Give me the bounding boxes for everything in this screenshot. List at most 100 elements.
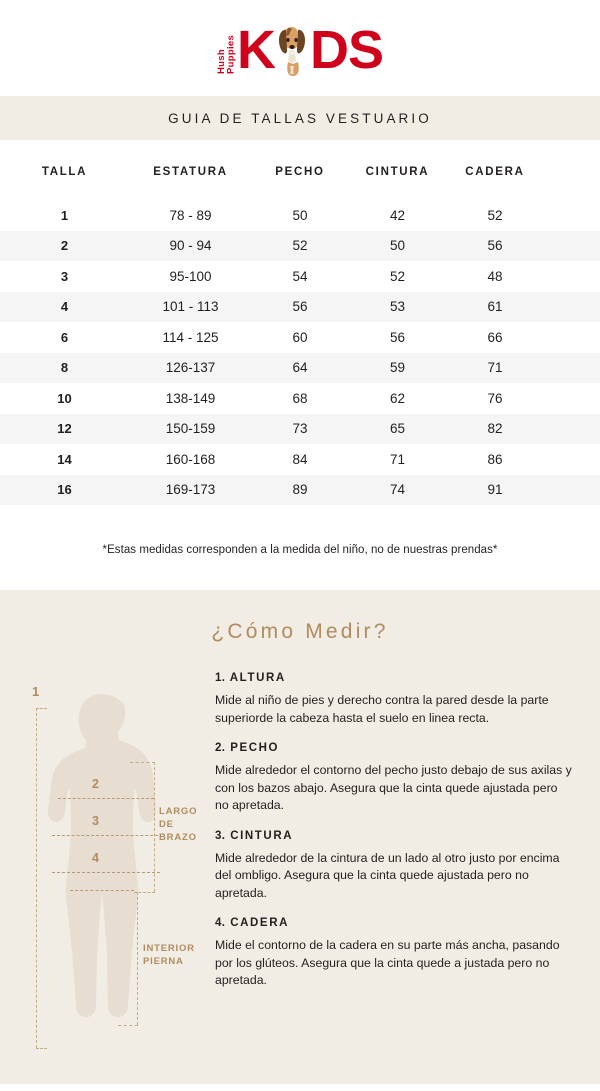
crotch-measure-line: [70, 890, 134, 891]
instruction-text: Mide alrededor de la cintura de un lado …: [215, 850, 560, 900]
measurement-footnote: *Estas medidas corresponden a la medida …: [102, 544, 498, 556]
cell-estatura: 78 - 89: [169, 207, 212, 223]
diagram-height-marker: 1: [32, 684, 40, 699]
measurement-instructions: 1. ALTURA Mide al niño de pies y derecho …: [215, 670, 600, 1070]
table-row: 16 169-173 89 74 91: [0, 474, 600, 505]
cell-spacer: [543, 230, 600, 261]
cell-pecho: 56: [252, 291, 348, 322]
cell-cintura: 71: [389, 451, 406, 467]
cell-estatura: 160-168: [165, 451, 216, 467]
cell-estatura: 90 - 94: [129, 230, 252, 261]
instruction-item: 2. PECHO Mide alrededor el contorno del p…: [215, 742, 574, 815]
cell-cintura: 65: [348, 413, 447, 444]
instruction-heading: 3. CINTURA: [215, 830, 574, 842]
instruction-ordinal: 2.: [215, 742, 226, 754]
waist-measure-line: [52, 835, 158, 836]
cell-spacer: [543, 413, 600, 444]
table-row: 2 90 - 94 52 50 56: [0, 230, 600, 261]
instruction-heading: 1. ALTURA: [215, 672, 574, 684]
cell-spacer: [543, 474, 600, 505]
inseam-guide-line: [137, 892, 138, 1025]
cell-talla: 14: [57, 451, 72, 467]
cell-estatura: 95-100: [169, 268, 212, 284]
cell-cintura: 52: [389, 268, 406, 284]
column-header-estatura: ESTATURA: [153, 166, 228, 178]
chest-measure-line: [58, 798, 154, 799]
cell-talla: 12: [0, 413, 129, 444]
child-silhouette-icon: [46, 692, 158, 1050]
cell-pecho: 68: [292, 390, 308, 406]
logo-letter-k: K: [236, 20, 276, 81]
cell-cintura: 42: [389, 207, 406, 223]
instruction-label: PECHO: [230, 742, 280, 754]
cell-estatura: 101 - 113: [129, 291, 252, 322]
instruction-text: Mide al niño de pies y derecho contra la…: [215, 693, 549, 725]
cell-cintura: 53: [348, 291, 447, 322]
cell-estatura: 169-173: [129, 474, 252, 505]
cell-spacer: [543, 383, 600, 414]
instruction-item: 4. CADERA Mide el contorno de la cadera e…: [215, 917, 574, 990]
logo-band: Hush Puppies K D S: [0, 0, 600, 96]
inseam-label-line2: PIERNA: [143, 956, 184, 967]
page-title-band: GUIA DE TALLAS VESTUARIO: [0, 96, 600, 140]
cell-cadera: 48: [487, 268, 503, 284]
cell-talla: 10: [57, 390, 72, 406]
instruction-text: Mide alrededor el contorno del pecho jus…: [215, 763, 572, 812]
cell-talla: 16: [0, 474, 129, 505]
diagram-hip-marker: 4: [92, 851, 99, 865]
inseam-label: INTERIOR PIERNA: [143, 942, 195, 968]
cell-estatura: 138-149: [165, 390, 216, 406]
cell-cadera: 61: [447, 291, 543, 322]
basset-hound-icon: [272, 22, 312, 76]
cell-talla: 6: [60, 329, 69, 345]
size-table-body: 1 78 - 89 50 42 52 2 90 - 94 52 50 56 3 95-100 54 52 4…: [0, 200, 600, 505]
arm-length-label-line2: DE: [159, 819, 174, 830]
arm-length-guide-line: [154, 762, 155, 892]
cell-estatura: 150-159: [129, 413, 252, 444]
cell-spacer: [543, 352, 600, 383]
cell-talla: 2: [0, 230, 129, 261]
cell-pecho: 50: [292, 207, 308, 223]
cell-talla: 4: [0, 291, 129, 322]
table-header-row: TALLA ESTATURA PECHO CINTURA CADERA: [0, 158, 600, 200]
instruction-label: CINTURA: [230, 829, 294, 842]
cell-cintura: 62: [389, 390, 406, 406]
cell-pecho: 52: [252, 230, 348, 261]
hush-puppies-kids-logo: Hush Puppies K D S: [215, 20, 384, 81]
hush-puppies-wordmark: Hush Puppies: [215, 34, 237, 74]
cell-pecho: 84: [292, 451, 308, 467]
instruction-ordinal: 3.: [215, 829, 226, 842]
cell-cintura: 74: [348, 474, 447, 505]
cell-cadera: 82: [447, 413, 543, 444]
table-row: 4 101 - 113 56 53 61: [0, 291, 600, 322]
instruction-heading: 4. CADERA: [215, 917, 574, 929]
cell-cadera: 86: [487, 451, 503, 467]
body-measurement-diagram: 1 2 3 4: [0, 670, 215, 1070]
instruction-label: CADERA: [230, 917, 289, 929]
cell-pecho: 54: [292, 268, 308, 284]
cell-talla: 3: [60, 268, 69, 284]
instruction-item: 1. ALTURA Mide al niño de pies y derecho …: [215, 672, 574, 727]
page-title: GUIA DE TALLAS VESTUARIO: [168, 110, 432, 126]
cell-pecho: 89: [252, 474, 348, 505]
diagram-chest-marker: 2: [92, 777, 99, 791]
how-to-measure-title: ¿Cómo Medir?: [211, 620, 389, 643]
table-row: 3 95-100 54 52 48: [0, 261, 600, 292]
inseam-bottom-tick: [118, 1025, 138, 1026]
height-guide-bottom-tick: [36, 1048, 47, 1049]
diagram-waist-marker: 3: [92, 814, 99, 828]
table-row: 14 160-168 84 71 86: [0, 444, 600, 475]
cell-cadera: 66: [487, 329, 503, 345]
cell-spacer: [543, 291, 600, 322]
column-header-spacer: [543, 158, 600, 200]
size-table-container: TALLA ESTATURA PECHO CINTURA CADERA 1 78 …: [0, 140, 600, 505]
cell-cadera: 52: [487, 207, 503, 223]
instruction-item: 3. CINTURA Mide alrededor de la cintura d…: [215, 830, 574, 903]
table-row: 10 138-149 68 62 76: [0, 383, 600, 414]
cell-pecho: 60: [292, 329, 308, 345]
instruction-text: Mide el contorno de la cadera en su part…: [215, 938, 560, 987]
instruction-ordinal: 1.: [215, 672, 226, 684]
logo-letter-d: D: [309, 20, 349, 81]
cell-talla: 8: [0, 352, 129, 383]
